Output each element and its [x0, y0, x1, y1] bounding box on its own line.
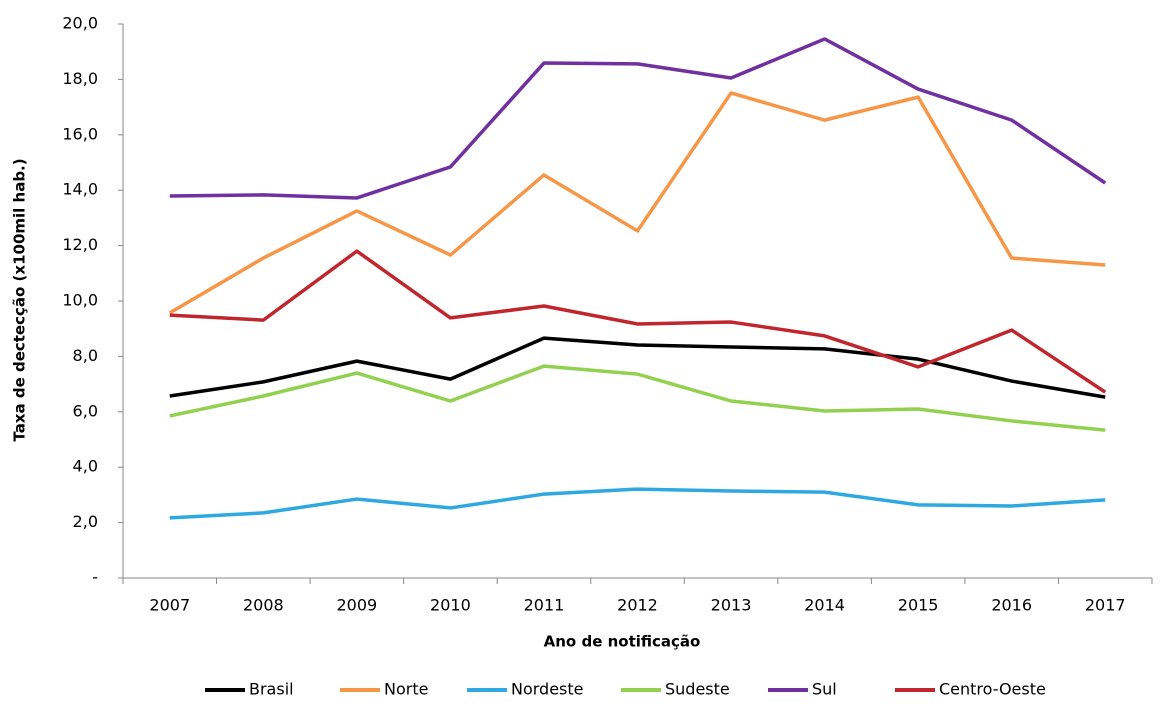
- y-tick-label: 2,0: [73, 512, 98, 531]
- y-tick-label: -: [92, 568, 98, 587]
- x-tick-label: 2010: [430, 596, 471, 615]
- y-tick-label: 6,0: [73, 401, 98, 420]
- x-tick-label: 2012: [617, 596, 658, 615]
- legend-label: Norte: [384, 680, 428, 699]
- x-tick-label: 2008: [243, 596, 284, 615]
- y-tick-label: 10,0: [62, 291, 98, 310]
- x-tick-label: 2009: [337, 596, 378, 615]
- x-tick-label: 2013: [711, 596, 752, 615]
- x-tick-label: 2015: [898, 596, 939, 615]
- y-tick-label: 14,0: [62, 180, 98, 199]
- series-line: [169, 37, 1107, 200]
- legend-label: Nordeste: [511, 680, 584, 699]
- x-tick-label: 2016: [991, 596, 1032, 615]
- y-tick-label: 16,0: [62, 124, 98, 143]
- y-tick-label: 4,0: [73, 457, 98, 476]
- x-tick-label: 2017: [1085, 596, 1126, 615]
- x-tick-label: 2007: [149, 596, 190, 615]
- y-tick-label: 18,0: [62, 69, 98, 88]
- legend-label: Sudeste: [665, 680, 730, 699]
- series-line: [168, 91, 1106, 315]
- y-axis-title: Taxa de dectecção (x100mil hab.): [11, 158, 29, 441]
- x-tick-label: 2014: [804, 596, 845, 615]
- y-tick-label: 12,0: [62, 235, 98, 254]
- y-tick-label: 8,0: [73, 346, 98, 365]
- legend-label: Brasil: [249, 680, 294, 699]
- series-line: [169, 336, 1106, 399]
- y-tick-label: 20,0: [62, 14, 98, 33]
- x-axis-title: Ano de notificação: [544, 633, 701, 651]
- series-line: [169, 487, 1106, 520]
- x-tick-label: 2011: [524, 596, 565, 615]
- legend-label: Centro-Oeste: [939, 680, 1046, 699]
- legend-label: Sul: [812, 680, 837, 699]
- series-line: [169, 249, 1107, 394]
- series-line: [169, 364, 1106, 432]
